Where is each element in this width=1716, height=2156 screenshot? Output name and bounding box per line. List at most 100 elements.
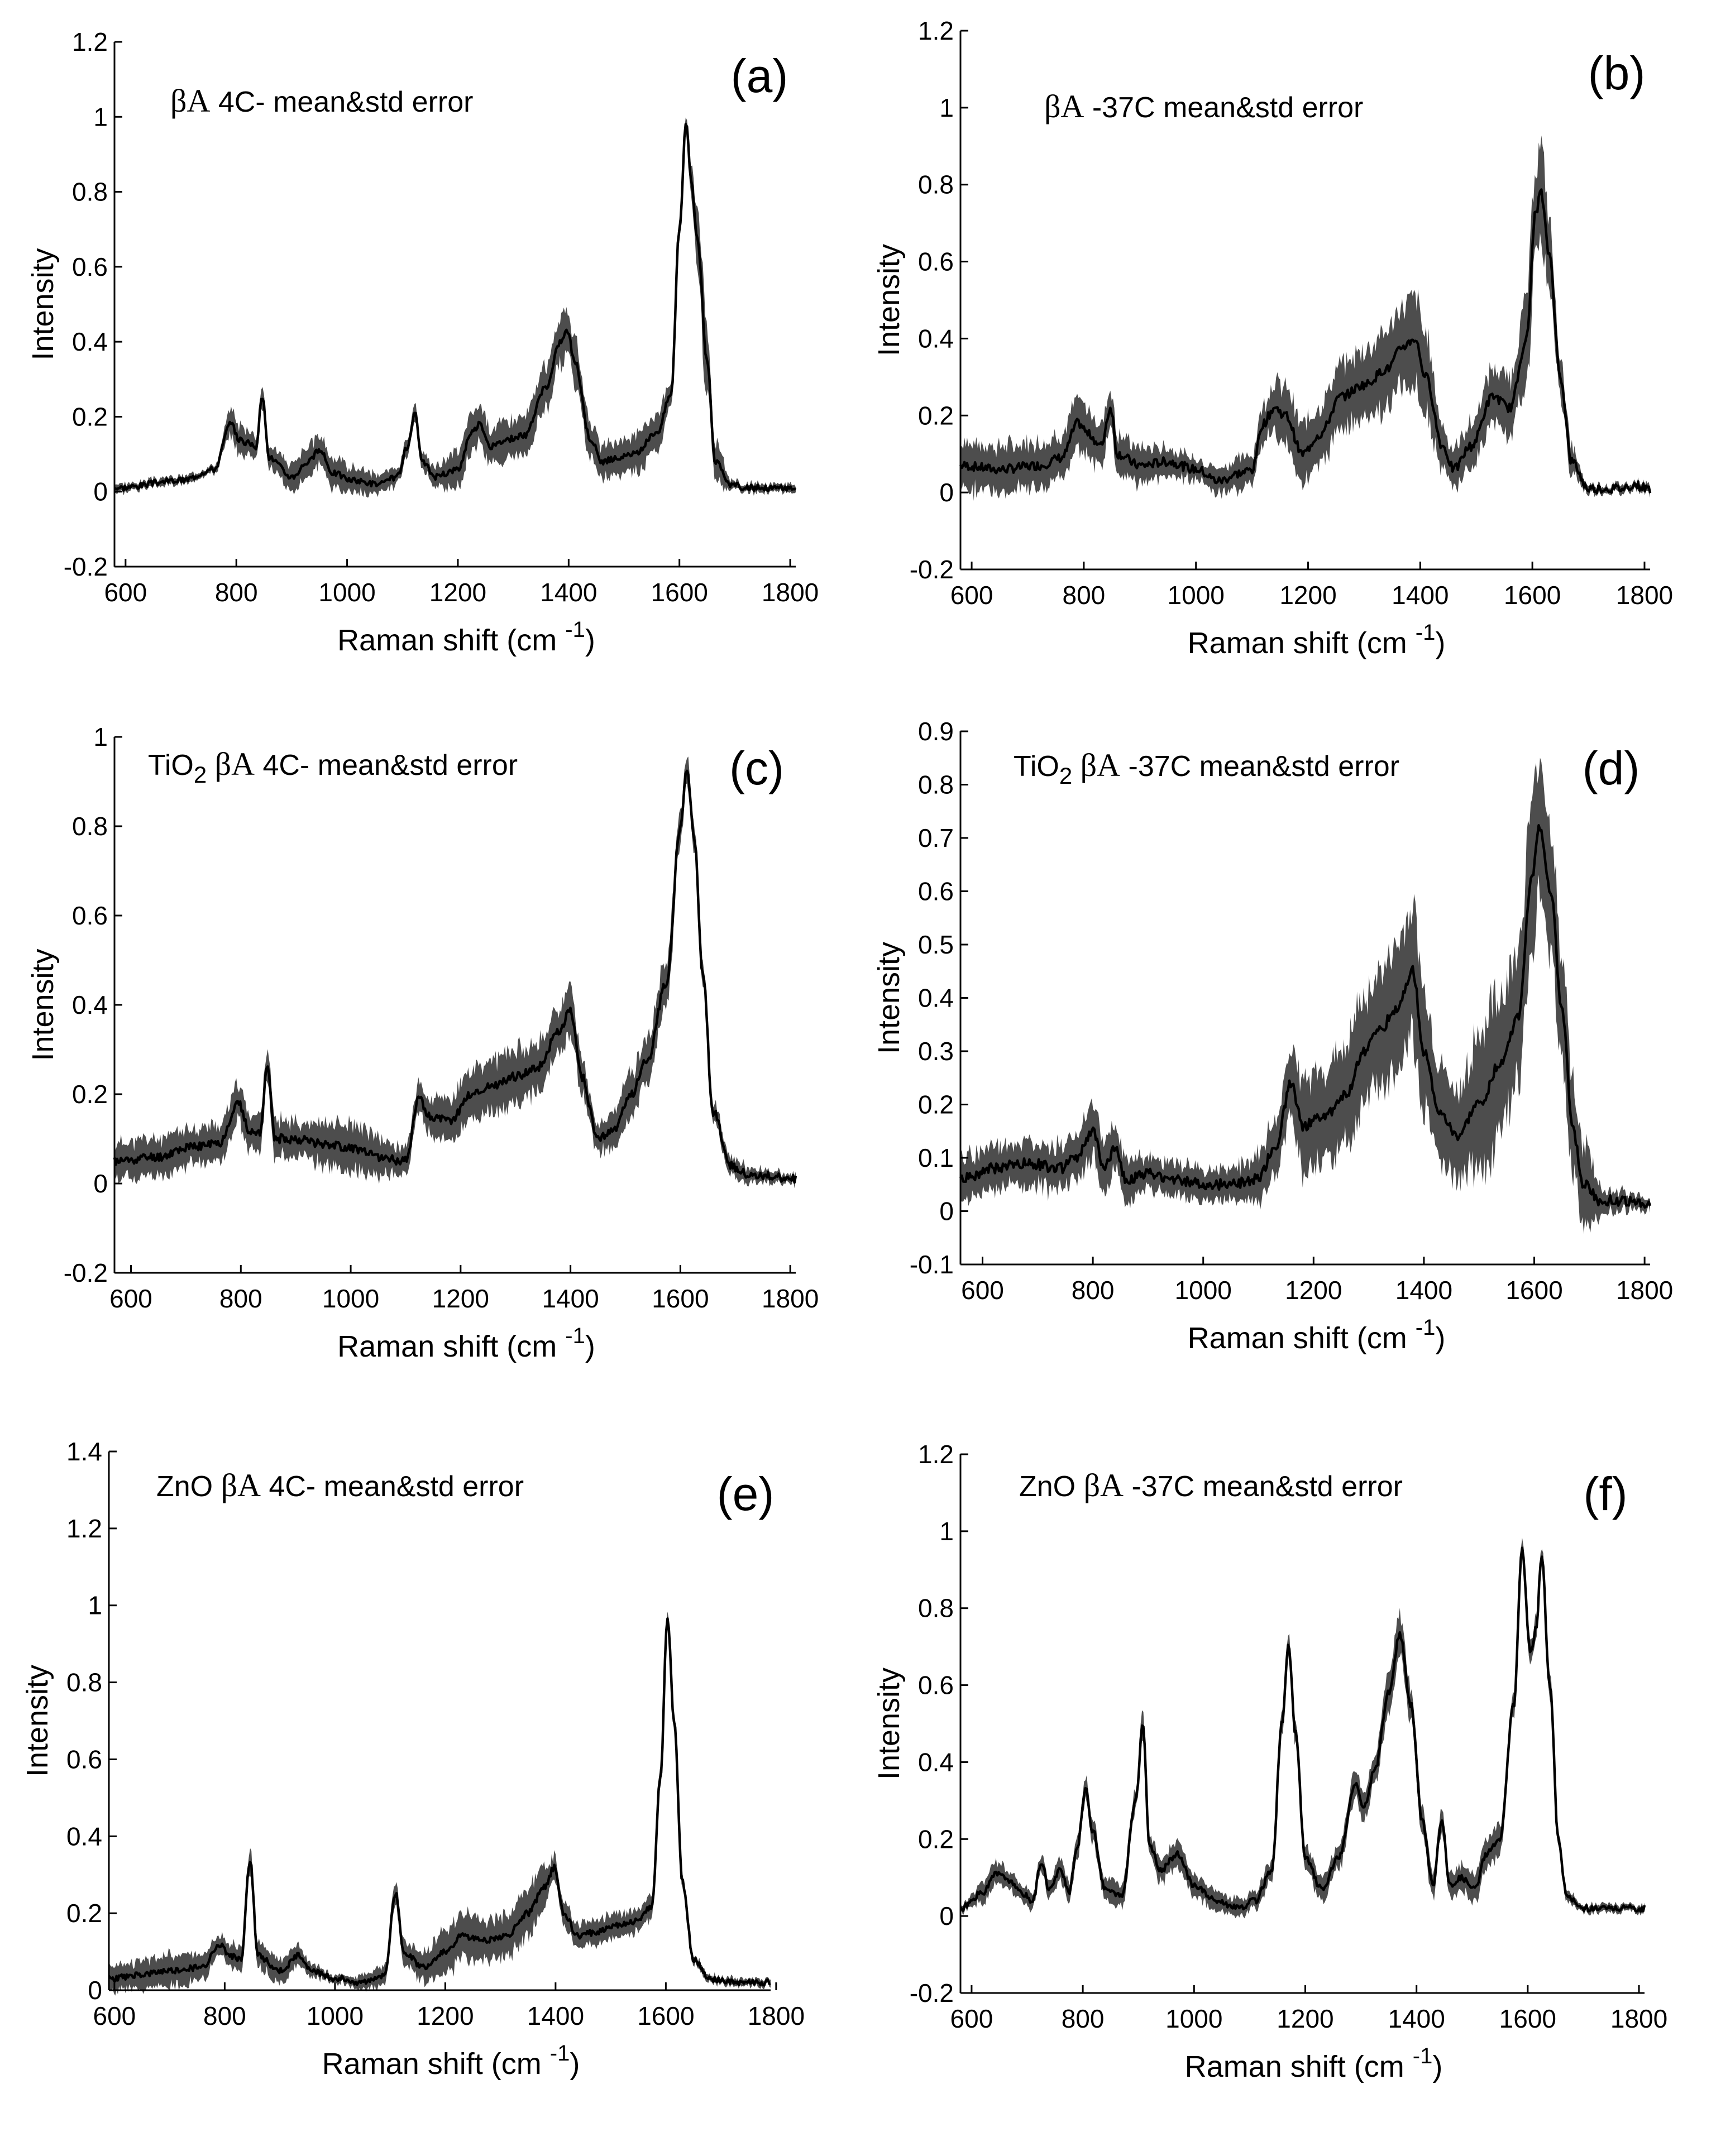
y-tick-label: 0.8 xyxy=(918,1594,954,1623)
x-tick-label: 800 xyxy=(1063,581,1106,610)
x-tick-label: 1400 xyxy=(540,578,597,607)
panel-f: 600 800 1000 1200 1400 1600 1800 -0.2 0 0.2 0.4 0.6… xyxy=(872,1440,1667,2083)
x-tick-label: 1600 xyxy=(1499,2004,1556,2033)
y-tick-label: 1 xyxy=(939,1517,954,1546)
x-axis-label: Raman shift (cm -1) xyxy=(322,2041,580,2081)
y-tick-label: 0.7 xyxy=(918,823,954,852)
y-axis-label: Intensity xyxy=(26,948,60,1061)
x-tick-label: 1000 xyxy=(318,578,375,607)
panel-c: 600 800 1000 1200 1400 1600 1800 -0.2 0 0.2 0.4 0.6… xyxy=(26,722,819,1363)
y-tick-label: 1.2 xyxy=(918,16,954,45)
y-tick-label: 1 xyxy=(939,93,954,122)
y-tick-label: 0.2 xyxy=(72,1080,108,1109)
y-tick-label: 1.4 xyxy=(66,1437,102,1466)
panel-e: 600 800 1000 1200 1400 1600 1800 0 0.2 0.4 0.6 0.8 1… xyxy=(21,1437,805,2081)
panel-b: 600 800 1000 1200 1400 1600 1800 -0.2 0 0.2 0.4 0.6… xyxy=(872,16,1673,660)
x-tick-label: 1600 xyxy=(652,1284,709,1313)
x-tick-label: 1400 xyxy=(1388,2004,1445,2033)
x-tick-label: 600 xyxy=(950,2004,993,2033)
y-tick-label: 0 xyxy=(88,1976,102,2005)
x-tick-label: 800 xyxy=(215,578,258,607)
panel-title: TiO2 βA 4C- mean&std error xyxy=(148,746,518,788)
panel-title: βA -37C mean&std error xyxy=(1044,88,1363,124)
y-tick-label: 0.4 xyxy=(918,1747,954,1776)
y-tick-label: 0.6 xyxy=(72,901,108,930)
y-tick-label: 1 xyxy=(88,1591,102,1620)
x-tick-label: 1400 xyxy=(1395,1276,1452,1305)
y-axis-label: Intensity xyxy=(26,248,60,360)
y-tick-label: -0.2 xyxy=(910,555,954,584)
y-tick-label: 0 xyxy=(939,1901,954,1930)
x-tick-label: 600 xyxy=(93,2001,136,2030)
x-tick-label: 1000 xyxy=(1168,581,1225,610)
y-tick-label: 0.1 xyxy=(918,1143,954,1172)
y-tick-label: 0.2 xyxy=(66,1899,102,1928)
y-tick-label: 0.5 xyxy=(918,930,954,959)
x-tick-label: 1800 xyxy=(762,578,819,607)
panel-title: ZnO βA 4C- mean&std error xyxy=(156,1467,524,1503)
y-tick-label: 0.6 xyxy=(918,1671,954,1700)
y-tick-label: 0.6 xyxy=(72,252,108,281)
x-tick-label: 800 xyxy=(1062,2004,1105,2033)
y-tick-label: 0.2 xyxy=(918,1824,954,1853)
panel-a: 600 800 1000 1200 1400 1600 1800 -0.2 0 0.2 0.4 0.6… xyxy=(26,27,819,657)
y-tick-label: 0 xyxy=(93,1169,108,1198)
y-tick-label: 0.3 xyxy=(918,1037,954,1066)
mean-line-e xyxy=(108,1617,771,1987)
y-tick-label: 0.2 xyxy=(72,402,108,431)
y-tick-label: 0.4 xyxy=(918,984,954,1013)
y-tick-label: 0 xyxy=(939,1197,954,1226)
panel-label: (b) xyxy=(1588,47,1646,99)
y-tick-label: 1 xyxy=(93,722,108,751)
y-tick-label: 1 xyxy=(93,102,108,131)
std-error-band-d xyxy=(960,758,1650,1234)
y-axis-label: Intensity xyxy=(872,1668,906,1780)
mean-line-c xyxy=(113,769,797,1184)
panel-title: βA 4C- mean&std error xyxy=(170,83,473,119)
y-tick-label: 0 xyxy=(93,477,108,506)
x-tick-label: 1400 xyxy=(542,1284,599,1313)
y-tick-label: 0.8 xyxy=(918,170,954,199)
x-tick-label: 1200 xyxy=(1285,1276,1342,1305)
x-tick-label: 1000 xyxy=(1165,2004,1222,2033)
y-tick-label: 1.2 xyxy=(72,27,108,56)
std-error-band-e xyxy=(109,1611,771,1996)
x-tick-label: 1600 xyxy=(1505,1276,1562,1305)
y-tick-label: 0.4 xyxy=(66,1822,102,1851)
y-tick-label: 0.6 xyxy=(918,877,954,906)
x-tick-label: 800 xyxy=(203,2001,246,2030)
y-tick-label: 0.4 xyxy=(72,327,108,356)
x-tick-label: 600 xyxy=(104,578,147,607)
y-tick-label: 0.2 xyxy=(918,401,954,430)
x-axis-label: Raman shift (cm -1) xyxy=(1185,2044,1443,2083)
x-tick-label: 1200 xyxy=(417,2001,474,2030)
x-tick-label: 1800 xyxy=(1610,2004,1667,2033)
x-tick-label: 1000 xyxy=(1175,1276,1232,1305)
mean-line-f xyxy=(959,1546,1646,1913)
panel-title: TiO2 βA -37C mean&std error xyxy=(1014,747,1399,789)
y-axis-label: Intensity xyxy=(872,244,906,356)
panel-label: (e) xyxy=(717,1468,775,1520)
panel-label: (a) xyxy=(731,50,788,102)
y-tick-label: 0.4 xyxy=(72,990,108,1019)
y-tick-label: -0.1 xyxy=(910,1250,954,1279)
x-tick-label: 600 xyxy=(109,1284,152,1313)
y-tick-label: -0.2 xyxy=(910,1978,954,2008)
x-tick-label: 1200 xyxy=(429,578,486,607)
std-error-band-c xyxy=(114,756,796,1189)
x-tick-label: 1600 xyxy=(637,2001,694,2030)
y-tick-label: 0.8 xyxy=(66,1668,102,1697)
x-axis-label: Raman shift (cm -1) xyxy=(337,1324,595,1363)
x-tick-label: 800 xyxy=(219,1284,262,1313)
y-tick-label: 0 xyxy=(939,478,954,507)
y-tick-label: 0.8 xyxy=(72,178,108,207)
y-axis-label: Intensity xyxy=(872,942,906,1054)
mean-line-b xyxy=(959,188,1652,495)
y-tick-label: 1.2 xyxy=(918,1440,954,1469)
x-tick-label: 800 xyxy=(1072,1276,1115,1305)
x-axis-label: Raman shift (cm -1) xyxy=(1188,620,1446,660)
x-tick-label: 1800 xyxy=(1616,1276,1673,1305)
x-tick-label: 1600 xyxy=(1504,581,1561,610)
panel-d: 600 800 1000 1200 1400 1600 1800 -0.1 0 0.1 0.2 0.3… xyxy=(872,717,1673,1355)
panel-label: (c) xyxy=(729,742,784,794)
